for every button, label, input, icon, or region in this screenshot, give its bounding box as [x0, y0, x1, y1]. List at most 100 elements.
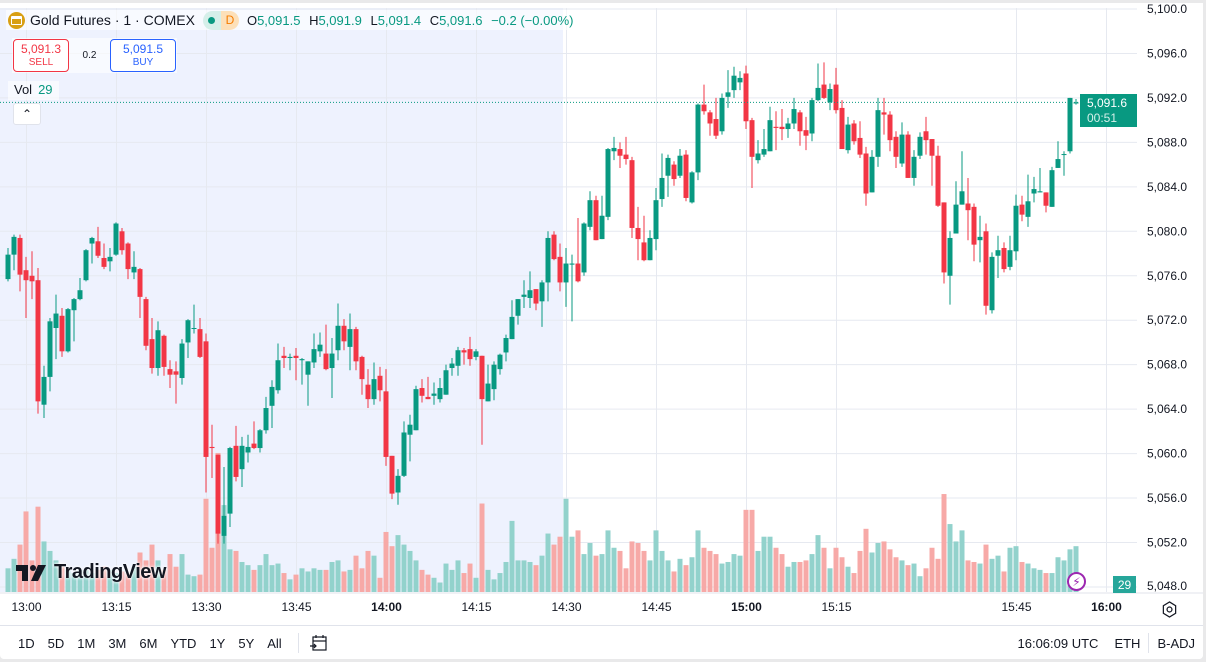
volume-bar [335, 560, 341, 592]
candle [401, 421, 407, 477]
clock-timezone[interactable]: 16:06:09 UTC [1017, 635, 1099, 651]
adjustment-toggle[interactable]: B-ADJ [1157, 635, 1195, 651]
candle-body [131, 266, 137, 273]
range-button-1d[interactable]: 1D [18, 635, 35, 651]
volume-bar [659, 550, 665, 592]
range-button-1m[interactable]: 1M [77, 635, 96, 651]
delayed-badge: D [220, 10, 239, 30]
open-value: 5,091.5 [257, 12, 301, 28]
volume-bar [395, 535, 401, 592]
time-axis[interactable]: 13:00 13:15 13:30 13:45 14:00 14:15 14:30 14:45… [0, 592, 1203, 614]
volume-bar [359, 568, 365, 592]
candle [359, 355, 365, 395]
collapse-legend-button[interactable]: ⌃ [13, 103, 41, 125]
range-button-ytd[interactable]: YTD [170, 635, 197, 651]
volume-bar [389, 546, 395, 592]
candle [323, 324, 329, 371]
candle [839, 100, 845, 150]
candle-body [1055, 159, 1061, 168]
buy-button[interactable]: 5,091.5 BUY [110, 39, 176, 72]
candle [311, 333, 317, 369]
candle [755, 140, 761, 164]
volume-bar [221, 505, 227, 592]
volume-bar [407, 550, 413, 592]
candle [995, 235, 1001, 278]
candle-body [53, 313, 59, 329]
volume-bar [1013, 546, 1019, 592]
candle [131, 251, 137, 280]
settings-gear-icon[interactable] [1161, 601, 1178, 618]
symbol-title[interactable]: Gold Futures · 1 · COMEX [30, 12, 195, 28]
range-button-1y[interactable]: 1Y [209, 635, 226, 651]
volume-bar [947, 524, 953, 592]
price-chart[interactable]: 5,100.0 5,096.0 5,092.0 5,088.0 5,084.0 5,080… [0, 3, 1203, 659]
candle-body [875, 110, 881, 157]
candle [863, 146, 869, 206]
volume-bar [1073, 546, 1079, 592]
range-button-all[interactable]: All [267, 635, 282, 651]
candle [449, 358, 455, 376]
volume-value: 29 [38, 82, 53, 97]
candle-body [935, 155, 941, 206]
candle-body [269, 386, 275, 406]
candle [95, 226, 101, 258]
volume-bar [953, 541, 959, 592]
candle [689, 171, 695, 204]
candle [713, 97, 719, 140]
candle-body [893, 136, 899, 157]
lightning-icon[interactable]: ⚡︎ [1067, 572, 1086, 591]
candle [833, 67, 839, 114]
candle-body [155, 330, 161, 369]
tradingview-logo[interactable]: TradingView [16, 561, 166, 584]
range-button-5d[interactable]: 5D [47, 635, 65, 651]
candle-body [917, 136, 923, 156]
volume-bar [131, 566, 137, 592]
volume-bar [245, 565, 251, 592]
candle [365, 369, 371, 409]
candle [707, 110, 713, 136]
candle-body [629, 160, 635, 228]
go-to-date-calendar-icon[interactable] [309, 633, 329, 653]
candle [41, 365, 47, 419]
candle-body [509, 316, 515, 340]
candle-body [647, 237, 653, 261]
candle [767, 106, 773, 152]
candle [269, 380, 275, 429]
range-button-5y[interactable]: 5Y [238, 635, 255, 651]
market-status-badge[interactable]: D [202, 10, 239, 30]
candle [215, 454, 221, 544]
gold-symbol-icon [8, 11, 25, 29]
price-axis[interactable]: 5,100.0 5,096.0 5,092.0 5,088.0 5,084.0 5,080… [1137, 3, 1203, 659]
candle [569, 254, 575, 322]
candle [911, 150, 917, 186]
candle-body [515, 299, 521, 316]
candle-body [599, 215, 605, 240]
volume-bar [1031, 568, 1037, 592]
candle-body [485, 383, 491, 402]
candle-body [497, 354, 503, 370]
candle-body [245, 446, 251, 453]
candle-body [395, 475, 401, 493]
volume-bar [203, 498, 209, 592]
candle [665, 154, 671, 197]
candle [923, 116, 929, 155]
session-toggle[interactable]: ETH [1114, 635, 1141, 651]
volume-legend[interactable]: Vol 29 [8, 81, 59, 100]
sell-button[interactable]: 5,091.3 SELL [13, 39, 69, 72]
candle-body [1007, 250, 1013, 267]
volume-bar [467, 563, 473, 592]
volume-bar [23, 511, 29, 592]
price-tick-label: 5,096.0 [1147, 46, 1187, 60]
range-button-6m[interactable]: 6M [139, 635, 158, 651]
candle-body [923, 131, 929, 141]
time-tick-label: 13:15 [101, 600, 131, 614]
candle [563, 247, 569, 307]
volume-bar [749, 509, 755, 592]
volume-bar [317, 569, 323, 592]
volume-bar [539, 555, 545, 592]
candle [623, 136, 629, 165]
volume-bar [557, 536, 563, 592]
candle-body [263, 408, 269, 431]
range-button-3m[interactable]: 3M [108, 635, 127, 651]
volume-bar [731, 554, 737, 592]
